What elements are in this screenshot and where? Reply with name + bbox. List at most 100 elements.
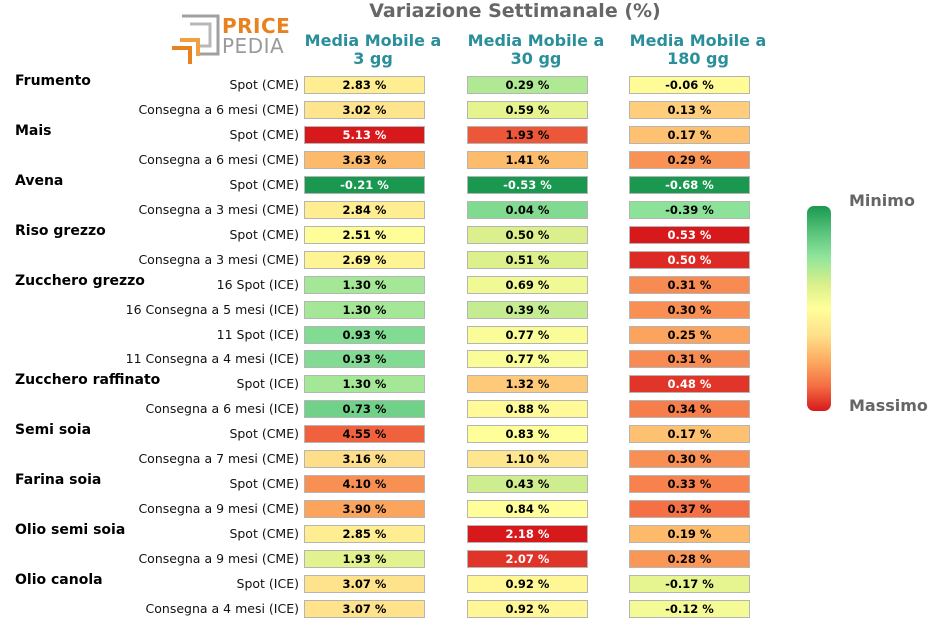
row-label: Spot (CME) — [229, 176, 299, 192]
heatmap-cell: 0.39 % — [467, 300, 588, 319]
row-label: Consegna a 7 mesi (CME) — [138, 451, 299, 467]
heatmap-cell: 4.55 % — [304, 425, 425, 444]
heatmap-cell: 0.92 % — [467, 599, 588, 618]
heatmap-cell: 0.30 % — [629, 300, 750, 319]
pricepedia-logo: PRICE PEDIA — [170, 12, 290, 68]
scale-min-label: Minimo — [849, 191, 915, 210]
row-label: Spot (CME) — [229, 126, 299, 142]
heatmap-cell: 3.02 % — [304, 100, 425, 119]
row-label: Consegna a 3 mesi (CME) — [138, 251, 299, 267]
heatmap-cell: 0.34 % — [629, 400, 750, 419]
group-label: Semi soia — [15, 422, 92, 439]
group-label: Riso grezzo — [15, 222, 106, 239]
row-label: Spot (ICE) — [236, 376, 299, 392]
heatmap-cell: 0.48 % — [629, 375, 750, 394]
group-label: Zucchero raffinato — [15, 372, 161, 389]
row-label: Consegna a 6 mesi (CME) — [138, 151, 299, 167]
heatmap-cell: 0.93 % — [304, 350, 425, 369]
heatmap-cell: 1.93 % — [304, 550, 425, 569]
heatmap-cell: 0.33 % — [629, 475, 750, 494]
heatmap-cell: 0.31 % — [629, 350, 750, 369]
heatmap-cell: -0.12 % — [629, 599, 750, 618]
heatmap-cell: 1.41 % — [467, 150, 588, 169]
heatmap-cell: 3.07 % — [304, 599, 425, 618]
heatmap-cell: 0.50 % — [467, 225, 588, 244]
heatmap-cell: 0.50 % — [629, 250, 750, 269]
heatmap-cell: 0.17 % — [629, 125, 750, 144]
heatmap-cell: 5.13 % — [304, 125, 425, 144]
group-label: Farina soia — [15, 472, 102, 489]
logo-text-price: PRICE — [222, 14, 291, 38]
heatmap-cell: 2.51 % — [304, 225, 425, 244]
heatmap-cell: 0.19 % — [629, 525, 750, 544]
logo-text-pedia: PEDIA — [222, 34, 285, 58]
column-header-180gg: Media Mobile a 180 gg — [629, 31, 767, 68]
group-label: Frumento — [15, 73, 91, 89]
heatmap-cell: 0.73 % — [304, 400, 425, 419]
heatmap-cell: 0.31 % — [629, 275, 750, 294]
logo-mark-icon — [172, 14, 220, 64]
heatmap-cell: -0.21 % — [304, 175, 425, 194]
row-label: Consegna a 9 mesi (CME) — [138, 501, 299, 517]
heatmap-cell: 0.30 % — [629, 450, 750, 469]
heatmap-cell: -0.53 % — [467, 175, 588, 194]
group-label: Avena — [15, 172, 64, 189]
heatmap-cell: -0.68 % — [629, 175, 750, 194]
row-label: 11 Consegna a 4 mesi (ICE) — [125, 351, 299, 367]
heatmap-cell: 2.85 % — [304, 525, 425, 544]
row-label: Spot (ICE) — [236, 576, 299, 591]
group-label: Zucchero grezzo — [15, 272, 145, 289]
heatmap-cell: -0.17 % — [629, 575, 750, 593]
heatmap-cell: 0.84 % — [467, 500, 588, 519]
heatmap-cell: 0.51 % — [467, 250, 588, 269]
heatmap-cell: 4.10 % — [304, 475, 425, 494]
heatmap-cell: 0.77 % — [467, 350, 588, 369]
row-label: Spot (CME) — [229, 226, 299, 242]
heatmap-cell: 2.07 % — [467, 550, 588, 569]
heatmap-cell: 0.13 % — [629, 100, 750, 119]
row-label: Spot (CME) — [229, 426, 299, 442]
heatmap-cell: 0.83 % — [467, 425, 588, 444]
column-header-30gg: Media Mobile a 30 gg — [467, 31, 605, 68]
chart-title: Variazione Settimanale (%) — [369, 0, 661, 22]
heatmap-cell: 0.53 % — [629, 225, 750, 244]
heatmap-cell: 0.88 % — [467, 400, 588, 419]
heatmap-cell: 1.30 % — [304, 375, 425, 394]
heatmap-cell: 3.90 % — [304, 500, 425, 519]
heatmap-cell: -0.39 % — [629, 200, 750, 219]
row-label: Spot (CME) — [229, 77, 299, 92]
heatmap-cell: 0.29 % — [629, 150, 750, 169]
heatmap-cell: 2.84 % — [304, 200, 425, 219]
row-label: Consegna a 6 mesi (ICE) — [145, 401, 299, 417]
heatmap-cell: 0.17 % — [629, 425, 750, 444]
column-header-3gg: Media Mobile a 3 gg — [304, 31, 442, 68]
heatmap-cell: 0.92 % — [467, 575, 588, 593]
heatmap-cell: 0.43 % — [467, 475, 588, 494]
row-label: 16 Consegna a 5 mesi (ICE) — [125, 301, 299, 317]
scale-max-label: Massimo — [849, 396, 928, 415]
heatmap-cell: 1.30 % — [304, 275, 425, 294]
heatmap-cell: 0.93 % — [304, 325, 425, 344]
heatmap-cell: 3.63 % — [304, 150, 425, 169]
row-label: Consegna a 6 mesi (CME) — [138, 101, 299, 117]
heatmap-cell: 0.04 % — [467, 200, 588, 219]
heatmap-cell: 2.69 % — [304, 250, 425, 269]
row-label: Consegna a 3 mesi (CME) — [138, 201, 299, 217]
group-label: Mais — [15, 122, 52, 139]
row-label: Consegna a 4 mesi (ICE) — [145, 600, 299, 616]
heatmap-cell: 3.16 % — [304, 450, 425, 469]
row-label: Spot (CME) — [229, 526, 299, 542]
row-label: Spot (CME) — [229, 476, 299, 492]
heatmap-cell: 0.37 % — [629, 500, 750, 519]
heatmap-cell: 1.93 % — [467, 125, 588, 144]
heatmap-cell: 1.10 % — [467, 450, 588, 469]
row-label: 16 Spot (ICE) — [216, 276, 299, 292]
heatmap-cell: 2.18 % — [467, 525, 588, 544]
heatmap-cell: 2.83 % — [304, 76, 425, 94]
heatmap-cell: 1.32 % — [467, 375, 588, 394]
row-label: 11 Spot (ICE) — [216, 326, 299, 342]
heatmap-cell: 0.28 % — [629, 550, 750, 569]
heatmap-cell: 0.77 % — [467, 325, 588, 344]
heatmap-cell: 0.69 % — [467, 275, 588, 294]
heatmap-cell: 0.25 % — [629, 325, 750, 344]
